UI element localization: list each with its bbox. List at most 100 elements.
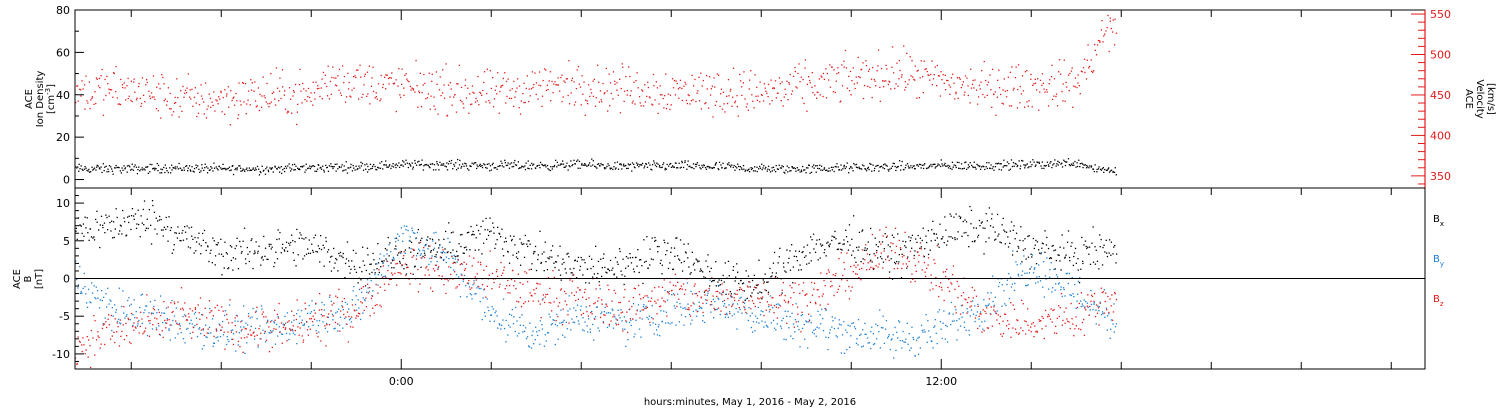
velocity-point	[243, 101, 245, 103]
density-point	[203, 169, 205, 171]
b-black-point	[377, 262, 380, 264]
density-point	[431, 163, 434, 165]
velocity-point	[781, 81, 783, 83]
velocity-point	[157, 110, 159, 112]
b-blue-point	[243, 326, 245, 328]
b-blue-point	[129, 305, 131, 307]
velocity-point	[415, 59, 417, 62]
b-blue-point	[531, 334, 533, 337]
velocity-point	[232, 97, 234, 99]
b-black-point	[546, 269, 549, 271]
b-blue-point	[400, 227, 402, 229]
b-blue-point	[86, 302, 88, 304]
b-blue-point	[153, 305, 155, 308]
density-point	[436, 161, 438, 163]
velocity-point	[264, 97, 266, 99]
b-black-point	[1085, 245, 1087, 248]
density-point	[450, 162, 452, 164]
velocity-point	[117, 103, 119, 105]
b-blue-point	[825, 309, 827, 311]
velocity-point	[617, 94, 619, 96]
velocity-point	[653, 85, 655, 87]
b-red-point	[580, 314, 583, 316]
b-black-point	[303, 255, 306, 257]
b-blue-point	[640, 336, 642, 338]
b-black-point	[946, 244, 948, 246]
b-black-point	[1057, 254, 1059, 256]
velocity-point	[128, 95, 130, 97]
b-black-point	[930, 240, 932, 242]
b-blue-point	[107, 287, 109, 289]
b-blue-point	[318, 331, 320, 333]
density-point	[385, 160, 387, 162]
density-point	[546, 164, 549, 167]
b-black-point	[613, 274, 615, 276]
b-blue-point	[228, 340, 230, 343]
velocity-point	[1079, 93, 1081, 95]
density-point	[672, 166, 674, 168]
density-point	[678, 162, 680, 164]
b-blue-point	[495, 310, 497, 312]
b-black-point	[779, 247, 781, 249]
density-point	[656, 162, 658, 164]
b-blue-point	[675, 324, 677, 326]
b-blue-point	[1046, 257, 1048, 259]
density-point	[568, 165, 570, 167]
density-point	[687, 160, 689, 162]
b-black-point	[806, 263, 808, 265]
b-red-point	[477, 261, 479, 263]
b-black-point	[974, 240, 976, 242]
b-blue-point	[1010, 276, 1012, 278]
density-point	[1104, 168, 1106, 171]
velocity-point	[310, 100, 312, 102]
b-red-point	[179, 328, 181, 330]
b-blue-point	[262, 329, 264, 331]
b-blue-point	[617, 309, 619, 311]
velocity-point	[950, 77, 952, 79]
velocity-point	[502, 84, 504, 87]
b-black-point	[906, 267, 908, 269]
density-point	[228, 166, 231, 168]
b-blue-point	[659, 335, 661, 337]
density-point	[725, 167, 727, 169]
b-blue-point	[898, 321, 901, 323]
density-point	[985, 166, 987, 168]
b-red-point	[519, 282, 521, 284]
b-black-point	[835, 238, 837, 240]
velocity-point	[293, 91, 295, 93]
b-blue-point	[428, 263, 430, 266]
density-point	[308, 167, 310, 169]
b-blue-point	[468, 283, 470, 285]
b-blue-point	[565, 321, 567, 323]
b-black-point	[702, 271, 704, 273]
b-red-point	[399, 272, 401, 274]
b-blue-point	[783, 338, 785, 340]
density-point	[1074, 160, 1076, 163]
b-blue-point	[537, 334, 539, 337]
b-black-point	[845, 229, 847, 231]
b-blue-point	[333, 328, 335, 330]
b-red-point	[180, 308, 182, 310]
velocity-point	[693, 85, 695, 87]
b-black-point	[685, 252, 687, 254]
b-black-point	[87, 232, 89, 234]
b-blue-point	[792, 338, 794, 340]
b-blue-point	[263, 332, 266, 335]
density-point	[1030, 165, 1032, 168]
density-point	[813, 164, 815, 166]
b-black-point	[344, 262, 347, 265]
b-red-point	[483, 288, 486, 290]
b-black-point	[961, 235, 963, 237]
b-black-point	[803, 246, 805, 248]
b-black-point	[722, 291, 724, 294]
b-red-point	[135, 327, 137, 329]
velocity-point	[422, 84, 424, 86]
b-black-point	[554, 261, 557, 263]
velocity-point	[626, 94, 628, 96]
b-red-point	[383, 283, 386, 285]
velocity-point	[176, 78, 178, 80]
velocity-point	[630, 90, 632, 92]
b-black-point	[428, 245, 430, 247]
velocity-point	[901, 74, 903, 76]
b-black-point	[687, 243, 689, 245]
